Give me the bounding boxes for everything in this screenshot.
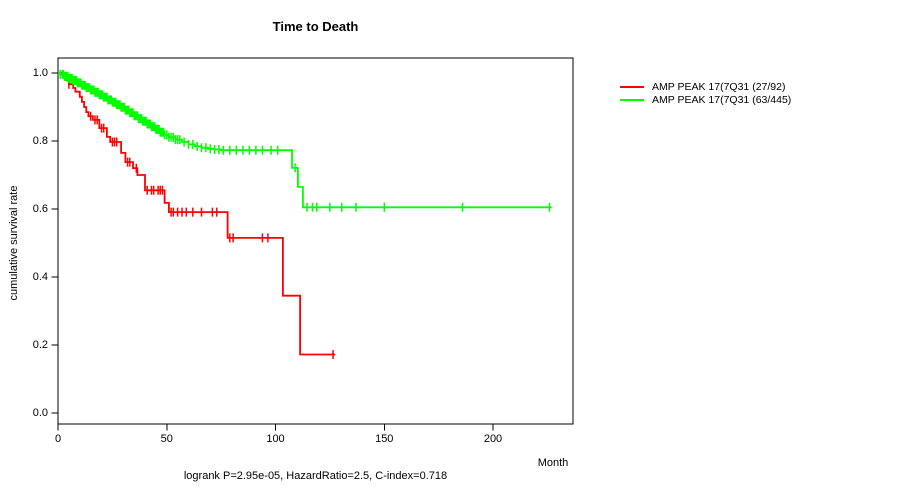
legend-item-group1: AMP PEAK 17(7Q31 (27/92)	[620, 80, 791, 93]
y-tick-label-0.4: 0.4	[32, 271, 48, 283]
legend-label-group2: AMP PEAK 17(7Q31 (63/445)	[652, 93, 792, 106]
x-tick-label-0: 0	[54, 433, 62, 445]
legend-line-green	[620, 98, 644, 101]
survival-curve-green	[58, 72, 552, 209]
y-tick-label-0.6: 0.6	[32, 203, 48, 215]
plot-border-box	[57, 57, 574, 425]
x-tick-label-200: 200	[483, 433, 503, 445]
x-tick-label-50: 50	[160, 433, 173, 445]
x-axis-label: Month	[537, 457, 569, 469]
y-tick-label-0.2: 0.2	[32, 339, 48, 351]
x-tick-label-150: 150	[375, 433, 394, 445]
legend-item-group2: AMP PEAK 17(7Q31 (63/445)	[620, 93, 791, 106]
survival-curves	[58, 69, 552, 359]
logrank-stats-text: logrank P=2.95e-05, HazardRatio=2.5, C-i…	[183, 470, 448, 482]
axis-tick-marks	[51, 72, 494, 431]
y-tick-label-1.0: 1.0	[32, 67, 48, 79]
legend-label-group1: AMP PEAK 17(7Q31 (27/92)	[652, 80, 786, 93]
x-tick-label-100: 100	[266, 433, 285, 445]
y-tick-label-0.0: 0.0	[32, 407, 48, 419]
survival-curve-red	[58, 72, 336, 356]
legend-line-red	[620, 85, 644, 88]
y-tick-label-0.8: 0.8	[32, 135, 48, 147]
censor-marks-green	[59, 69, 551, 212]
page-title: Time to Death	[272, 19, 359, 34]
legend: AMP PEAK 17(7Q31 (27/92) AMP PEAK 17(7Q3…	[620, 80, 791, 106]
censor-marks-red	[68, 79, 334, 359]
y-axis-label: cumulative survival rate	[8, 185, 20, 301]
